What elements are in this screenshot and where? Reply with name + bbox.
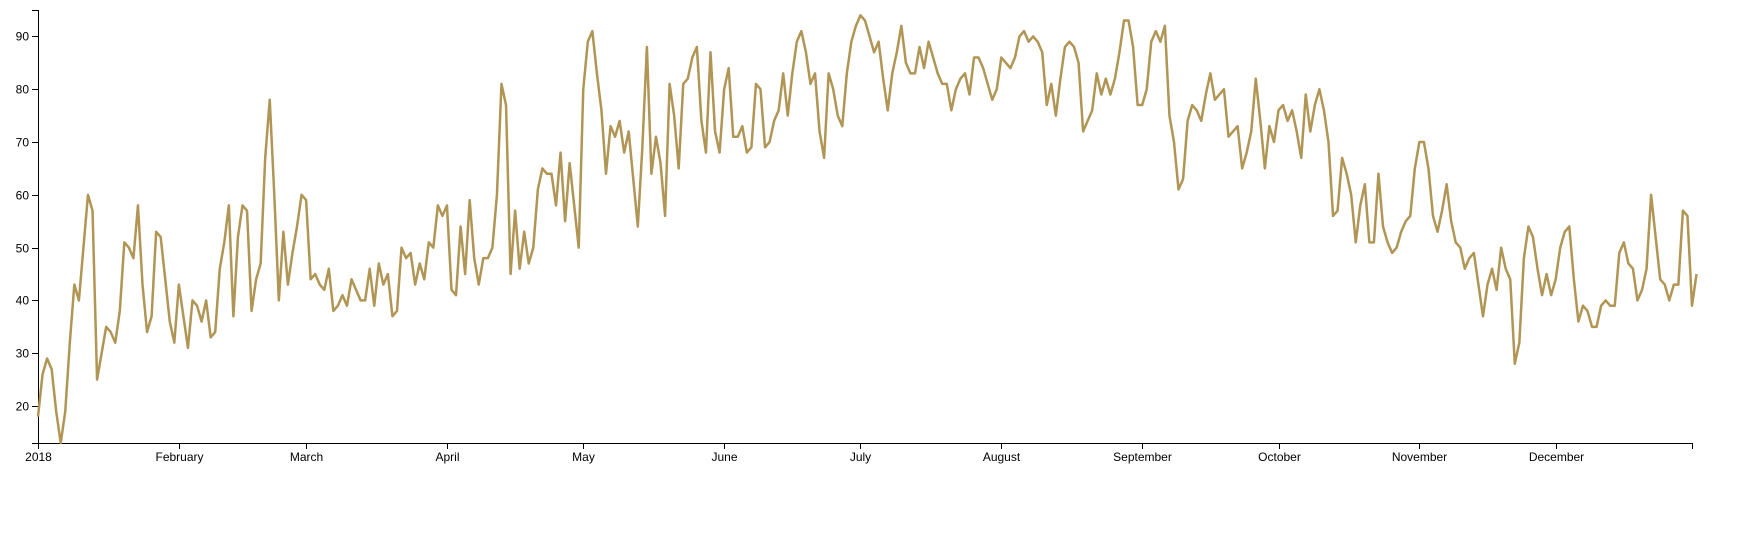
y-tick-label: 90 bbox=[16, 30, 30, 44]
x-tick-label: May bbox=[572, 450, 595, 464]
x-tick-label: July bbox=[850, 450, 871, 464]
y-axis: 20 30 40 50 60 70 80 90 bbox=[16, 10, 39, 444]
x-tick-label: June bbox=[711, 450, 737, 464]
x-tick-label: 2018 bbox=[25, 450, 52, 464]
y-tick-label: 30 bbox=[16, 347, 30, 361]
x-tick-label: February bbox=[155, 450, 203, 464]
x-tick-label: September bbox=[1113, 450, 1172, 464]
y-tick-label: 40 bbox=[16, 294, 30, 308]
x-axis-domain bbox=[38, 443, 1693, 449]
y-tick-label: 70 bbox=[16, 136, 30, 150]
x-axis: 2018 February March April May June July August S… bbox=[25, 443, 1693, 464]
y-tick-label: 60 bbox=[16, 189, 30, 203]
x-tick-label: March bbox=[290, 450, 323, 464]
series-line bbox=[36, 14, 1698, 445]
x-tick-label: April bbox=[435, 450, 459, 464]
x-tick-label: November bbox=[1392, 450, 1447, 464]
x-tick-label: August bbox=[983, 450, 1021, 464]
x-tick-label: October bbox=[1258, 450, 1301, 464]
y-axis-domain bbox=[32, 10, 39, 444]
y-tick-label: 20 bbox=[16, 400, 30, 414]
x-tick-label: December bbox=[1529, 450, 1584, 464]
plot-area bbox=[36, 14, 1698, 445]
y-tick-label: 50 bbox=[16, 242, 30, 256]
y-tick-label: 80 bbox=[16, 83, 30, 97]
